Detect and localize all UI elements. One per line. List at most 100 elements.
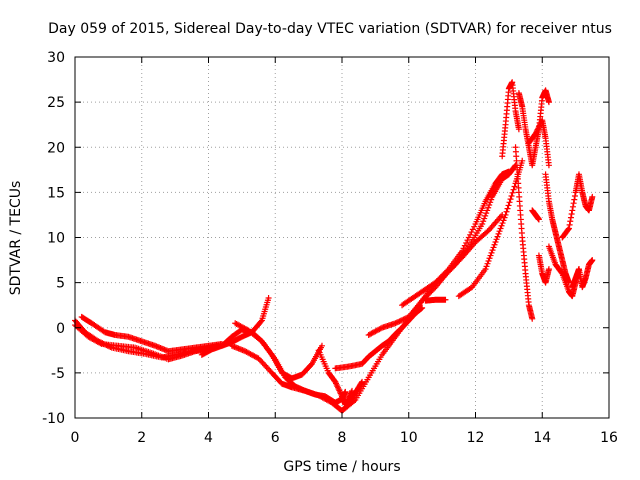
data-point-marker [489,247,496,254]
data-point-marker [467,231,474,238]
data-point-marker [589,193,596,200]
data-point-marker [482,212,489,219]
x-tick-label: 0 [71,430,80,446]
data-point-marker [468,229,475,236]
data-point-marker [485,257,492,264]
data-point-marker [441,272,448,279]
data-point-marker [515,126,522,133]
data-point-marker [439,275,446,282]
data-point-marker [349,387,356,394]
data-point-marker [498,222,505,229]
data-point-marker [488,249,495,256]
data-point-marker [400,316,407,323]
x-tick-label: 12 [467,430,485,446]
x-tick-label: 6 [271,430,280,446]
series-track-12 [399,162,519,309]
data-point-marker [558,269,565,276]
data-point-marker [345,394,352,401]
data-point-marker [487,252,494,259]
y-tick-label: -10 [42,411,65,427]
data-point-marker [495,230,502,237]
y-tick-label: 15 [47,185,65,201]
data-point-marker [344,397,351,404]
data-point-marker [486,255,493,262]
y-tick-label: 0 [56,321,65,337]
data-point-marker [570,200,577,207]
data-point-marker [347,391,354,398]
data-point-marker [396,318,403,325]
data-point-marker [443,271,450,278]
data-point-marker [347,390,354,397]
data-point-marker [467,285,474,292]
data-point-marker [503,208,510,215]
data-point-marker [509,189,516,196]
data-point-marker [442,296,449,303]
data-point-marker [484,228,491,235]
x-axis-title: GPS time / hours [283,459,400,475]
data-point-marker [461,242,468,249]
y-tick-label: 5 [56,276,65,292]
data-point-marker [568,211,575,218]
axis-ticks: 0 2 4 6 8 10 12 14 16 -10 -5 0 5 10 15 20 25 30 [42,50,618,446]
data-point-marker [535,125,542,132]
data-point-marker [399,317,406,324]
data-point-marker [490,244,497,251]
data-point-marker [569,207,576,214]
data-point-marker [483,210,490,217]
y-axis-title: SDTVAR / TECUs [8,181,24,296]
data-point-marker [529,315,536,322]
data-point-marker [481,215,488,222]
data-point-marker [567,214,574,221]
data-point-marker [535,216,542,223]
data-point-marker [501,214,508,221]
data-point-marker [483,263,490,270]
data-point-marker [493,236,500,243]
data-point-marker [464,237,471,244]
data-point-marker [569,203,576,210]
y-tick-label: 25 [47,95,65,111]
data-point-marker [508,192,515,199]
series-track-18 [525,117,552,169]
data-point-marker [500,217,507,224]
data-point-marker [345,396,352,403]
data-point-marker [265,294,272,301]
data-point-marker [351,398,358,405]
data-point-marker [484,260,491,267]
y-tick-label: -5 [51,366,65,382]
chart-title: Day 059 of 2015, Sidereal Day-to-day VTE… [48,21,612,37]
data-point-marker [510,186,517,193]
data-point-marker [257,337,264,344]
data-point-marker [484,207,491,214]
data-point-marker [419,304,426,311]
series-track-20 [542,171,572,286]
data-point-marker [494,233,501,240]
series-track-13 [422,296,449,304]
data-point-marker [397,317,404,324]
data-point-marker [571,196,578,203]
data-point-marker [479,220,486,227]
series-track-23 [559,171,596,241]
data-point-marker [534,126,541,133]
y-tick-label: 10 [47,231,65,247]
y-tick-label: 30 [47,50,65,66]
data-point-marker [499,220,506,227]
x-tick-label: 8 [338,430,347,446]
data-point-marker [565,226,572,233]
data-point-marker [444,269,451,276]
series-track-2 [72,322,212,363]
data-point-marker [447,266,454,273]
data-point-marker [403,315,410,322]
x-tick-label: 4 [204,430,213,446]
data-point-marker [401,315,408,322]
series-track-21 [535,252,552,286]
data-point-marker [465,234,472,241]
data-point-marker [497,225,504,232]
data-point-marker [567,218,574,225]
series-track-24 [569,257,596,291]
data-point-marker [506,199,513,206]
data-point-marker [533,129,540,136]
series-track-8 [315,347,356,408]
data-point-marker [507,196,514,203]
data-points [72,79,596,414]
